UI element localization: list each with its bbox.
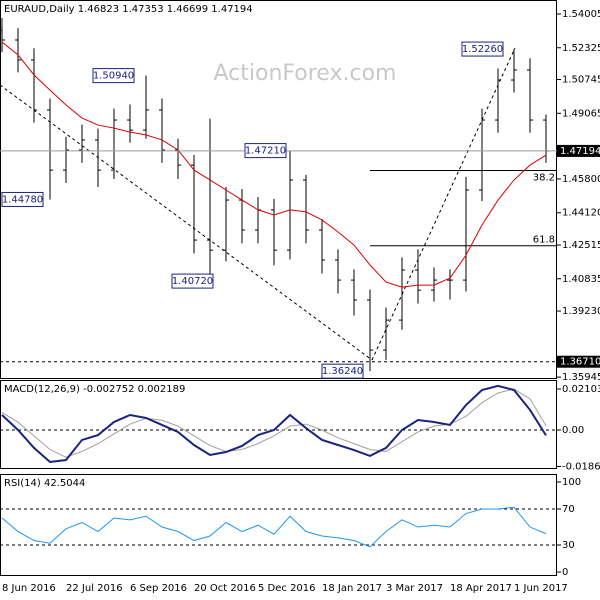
x-tick-label: 8 Jun 2016 xyxy=(2,583,56,594)
y-tick-label: 0 xyxy=(562,567,568,578)
fib-label: 61.8 xyxy=(533,235,555,246)
annotation-box xyxy=(321,363,364,379)
x-tick-label: 18 Apr 2017 xyxy=(450,583,512,594)
annotation-label: 1.40720 xyxy=(172,276,213,287)
x-tick-label: 6 Sep 2016 xyxy=(130,583,187,594)
watermark: ActionForex.com xyxy=(214,61,397,86)
y-tick-label: 0.00 xyxy=(562,425,584,436)
annotation-label: 1.44780 xyxy=(2,194,43,205)
main-panel xyxy=(0,0,557,379)
annotation-label: 1.52260 xyxy=(462,44,503,55)
x-tick-label: 5 Dec 2016 xyxy=(258,583,316,594)
annotation-box xyxy=(461,41,504,57)
rsi-panel xyxy=(0,474,557,576)
x-tick-label: 3 Mar 2017 xyxy=(386,583,443,594)
annotation-box xyxy=(244,143,287,159)
x-tick-label: 22 Jul 2016 xyxy=(66,583,123,594)
y-tick-label: 1.39230 xyxy=(562,306,600,317)
line xyxy=(1,384,547,464)
y-tick-label: 30 xyxy=(562,540,575,551)
y-tick-label: 100 xyxy=(562,477,581,488)
macd-panel xyxy=(0,380,557,469)
x-tick-label: 1 Jun 2017 xyxy=(514,583,568,594)
line xyxy=(1,388,547,458)
x-tick-label: 18 Jan 2017 xyxy=(322,583,382,594)
line xyxy=(1,506,547,548)
support-label: 1.36710 xyxy=(560,357,600,368)
annotation-label: 1.50940 xyxy=(93,71,134,82)
y-tick-label: 0.021032 xyxy=(562,384,600,395)
trend-line xyxy=(0,84,373,361)
annotation-label: 1.36240 xyxy=(322,366,363,377)
y-tick-label: 1.42515 xyxy=(562,240,600,251)
y-tick-label: 1.35945 xyxy=(562,372,600,383)
last-price-label: 1.47194 xyxy=(560,146,600,157)
y-tick-label: 1.45800 xyxy=(562,174,600,185)
annotation-label: 1.47210 xyxy=(245,146,286,157)
chart-title: EURAUD,Daily 1.46823 1.47353 1.46699 1.4… xyxy=(4,4,253,15)
last-price-box xyxy=(557,144,600,157)
y-tick-label: 1.49065 xyxy=(562,108,600,119)
x-tick-label: 20 Oct 2016 xyxy=(194,583,256,594)
y-tick-label: 1.54005 xyxy=(562,9,600,20)
y-tick-label: 1.40835 xyxy=(562,274,600,285)
y-tick-label: 1.44120 xyxy=(562,208,600,219)
annotation-box xyxy=(1,191,44,207)
y-tick-label: 1.52325 xyxy=(562,43,600,54)
y-tick-label: -0.018699 xyxy=(562,461,600,472)
annotation-box xyxy=(92,68,135,84)
annotation-box xyxy=(171,273,214,289)
support-box xyxy=(557,355,600,368)
y-tick-label: 1.50745 xyxy=(562,75,600,86)
y-tick-label: 70 xyxy=(562,504,575,515)
panel-title: MACD(12,26,9) -0.002752 0.002189 xyxy=(4,384,185,395)
line xyxy=(1,41,547,288)
panel-title: RSI(14) 42.5044 xyxy=(4,478,85,489)
fib-label: 38.2 xyxy=(533,173,555,184)
